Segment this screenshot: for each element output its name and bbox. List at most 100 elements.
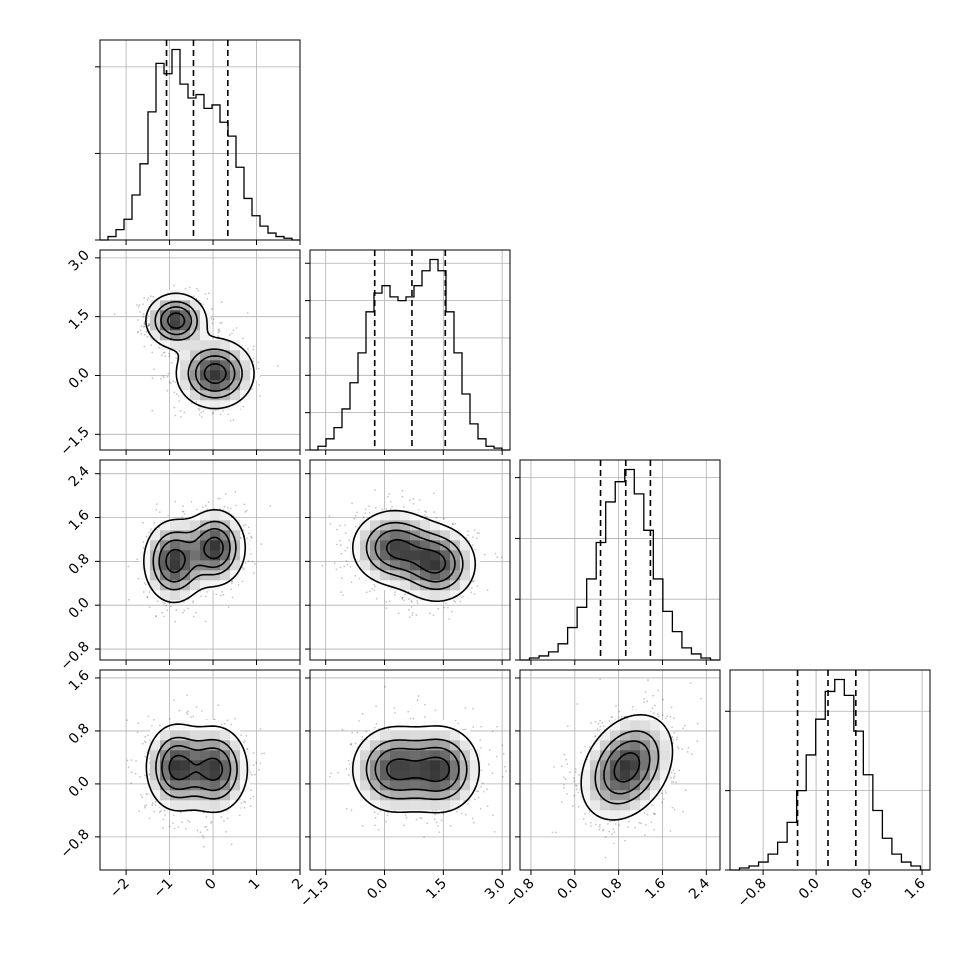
- density-cell: [450, 530, 461, 541]
- sample-point: [433, 511, 436, 514]
- density-cell: [200, 360, 211, 371]
- density-cell: [190, 540, 201, 551]
- density-cell: [390, 560, 401, 571]
- sample-point: [260, 543, 263, 546]
- sample-point: [401, 597, 404, 599]
- sample-point: [210, 317, 213, 320]
- density-cell: [440, 550, 451, 561]
- sample-point: [188, 286, 191, 289]
- density-cells: [140, 510, 251, 601]
- density-cell: [190, 580, 201, 591]
- sample-point: [181, 821, 183, 824]
- sample-point: [187, 710, 189, 713]
- density-cell: [190, 520, 201, 531]
- density-cell: [380, 510, 391, 521]
- density-cell: [220, 390, 231, 401]
- sample-point: [252, 345, 255, 348]
- density-cell: [190, 550, 201, 561]
- sample-point: [329, 522, 332, 525]
- density-cell: [220, 400, 231, 411]
- sample-point: [342, 594, 344, 596]
- sample-point: [472, 580, 474, 583]
- density-cell: [360, 570, 371, 581]
- sample-point: [200, 416, 203, 418]
- density-cell: [220, 550, 231, 561]
- sample-point: [235, 327, 238, 329]
- sample-point: [217, 329, 220, 332]
- sample-point: [217, 335, 220, 338]
- density-cell: [230, 340, 241, 351]
- density-cell: [380, 520, 391, 531]
- sample-point: [341, 577, 343, 580]
- sample-point: [500, 556, 503, 559]
- sample-point: [166, 389, 169, 392]
- sample-point: [158, 511, 161, 513]
- sample-point: [371, 587, 374, 590]
- sample-point: [198, 413, 201, 416]
- sample-point: [168, 355, 171, 358]
- sample-point: [241, 567, 244, 569]
- sample-point: [448, 618, 450, 620]
- sample-point: [228, 334, 231, 336]
- density-cell: [400, 520, 411, 531]
- density-cell: [470, 570, 481, 581]
- sample-point: [195, 611, 198, 614]
- density-cell: [190, 380, 201, 391]
- sample-point: [151, 377, 154, 380]
- sample-point: [145, 535, 148, 538]
- sample-point: [150, 295, 152, 298]
- sample-point: [197, 289, 200, 292]
- density-cell: [180, 590, 191, 601]
- sample-point: [195, 508, 198, 511]
- sample-point: [217, 331, 220, 334]
- sample-point: [250, 553, 252, 555]
- density-cell: [150, 320, 161, 331]
- sample-point: [140, 332, 143, 335]
- sample-point: [188, 821, 191, 823]
- sample-point: [136, 558, 139, 561]
- sample-point: [162, 827, 164, 830]
- density-cell: [390, 580, 401, 591]
- panel-frame: [309, 459, 511, 661]
- contour-level-3: [165, 536, 224, 574]
- sample-point: [155, 615, 158, 618]
- sample-point: [177, 826, 180, 828]
- density-cell: [200, 390, 211, 401]
- sample-point: [432, 492, 435, 495]
- density-cell: [190, 590, 201, 601]
- density-cell: [400, 510, 411, 521]
- sample-point: [354, 515, 357, 517]
- sample-point: [257, 361, 260, 364]
- density-cell: [150, 540, 161, 551]
- sample-point: [154, 804, 157, 806]
- density-cell: [230, 520, 241, 531]
- hist-panel-1: [305, 249, 511, 451]
- density-cell: [360, 560, 371, 571]
- sample-point: [142, 303, 144, 306]
- density-cell: [420, 580, 431, 591]
- sample-point: [198, 409, 201, 411]
- sample-point: [162, 375, 164, 377]
- density-cell: [450, 590, 461, 601]
- sample-point: [402, 596, 404, 599]
- density-cell: [200, 580, 211, 591]
- sample-point: [350, 581, 353, 584]
- sample-point: [408, 608, 410, 611]
- sample-point: [204, 595, 207, 598]
- sample-point: [339, 524, 342, 527]
- sample-point: [175, 609, 178, 612]
- density-cell: [170, 300, 181, 311]
- sample-point: [364, 512, 367, 514]
- sample-point: [244, 523, 247, 526]
- contour-level-1: [152, 520, 237, 591]
- sample-point: [401, 598, 404, 600]
- sample-point: [139, 329, 142, 332]
- sample-point: [394, 591, 397, 593]
- sample-point: [204, 826, 207, 828]
- sample-point: [411, 611, 414, 614]
- density-cell: [390, 510, 401, 521]
- density-cell: [250, 370, 261, 381]
- sample-point: [147, 734, 149, 737]
- sample-point: [151, 409, 154, 412]
- sample-point: [354, 525, 357, 528]
